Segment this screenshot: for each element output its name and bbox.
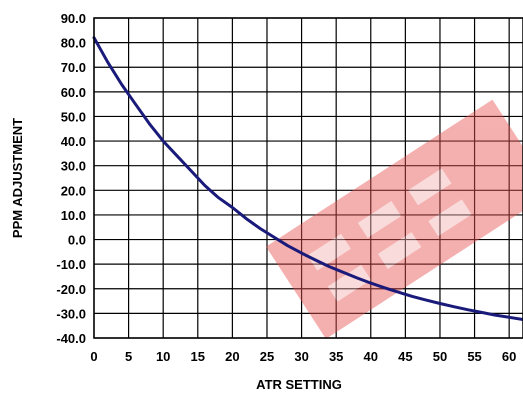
y-tick-label: -30.0 — [56, 306, 86, 321]
x-tick-label: 40 — [364, 349, 378, 364]
x-tick-label: 60 — [502, 349, 516, 364]
y-tick-label: 70.0 — [61, 60, 86, 75]
watermark-cutout — [327, 264, 372, 302]
y-tick-label: 40.0 — [61, 134, 86, 149]
y-tick-label: 60.0 — [61, 85, 86, 100]
x-tick-label: 30 — [294, 349, 308, 364]
watermark-cutout — [408, 168, 452, 206]
x-tick-label: 50 — [433, 349, 447, 364]
watermark-band — [266, 99, 523, 339]
x-tick-label: 35 — [329, 349, 343, 364]
y-tick-labels: 90.0 80.0 70.0 60.0 50.0 40.0 30.0 20.0 10.0 0.0 -… — [56, 11, 86, 346]
x-tick-label: 55 — [467, 349, 481, 364]
watermark-shape — [266, 99, 523, 339]
x-tick-label: 45 — [398, 349, 412, 364]
x-tick-label: 5 — [125, 349, 132, 364]
watermark-cutout — [377, 232, 422, 269]
y-tick-label: 10.0 — [61, 208, 86, 223]
x-tick-label: 25 — [260, 349, 274, 364]
y-tick-label: 90.0 — [61, 11, 86, 26]
y-tick-label: 30.0 — [61, 159, 86, 174]
x-tick-labels: 0 5 10 15 20 25 30 35 40 45 50 55 60 — [90, 349, 516, 364]
x-tick-label: 10 — [156, 349, 170, 364]
watermark-cutout — [357, 201, 402, 238]
y-tick-label: -20.0 — [56, 282, 86, 297]
series-line-0 — [92, 36, 523, 321]
y-tick-label: 80.0 — [61, 36, 86, 51]
grid — [93, 17, 523, 339]
x-tick-label: 0 — [90, 349, 97, 364]
y-tick-label: 50.0 — [61, 109, 86, 124]
y-tick-label: 0.0 — [68, 233, 86, 248]
series-group — [92, 36, 523, 321]
plot-frame — [93, 17, 523, 339]
x-axis-title: ATR SETTING — [256, 377, 342, 392]
watermark-cutout — [428, 199, 472, 237]
x-tick-label: 20 — [225, 349, 239, 364]
y-axis-title: PPM ADJUSTMENT — [10, 118, 25, 238]
y-tick-label: 20.0 — [61, 183, 86, 198]
y-tick-label: -40.0 — [56, 331, 86, 346]
y-tick-label: -10.0 — [56, 257, 86, 272]
x-tick-label: 15 — [191, 349, 205, 364]
watermark-logo — [266, 99, 523, 339]
